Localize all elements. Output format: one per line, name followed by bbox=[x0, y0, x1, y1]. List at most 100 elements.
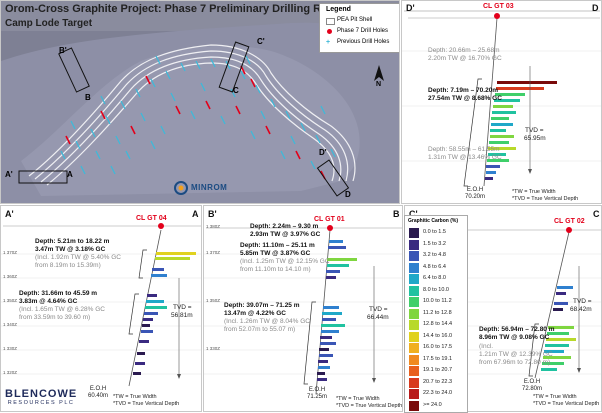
section-c-note-0: *TW = True Width bbox=[533, 394, 577, 400]
pea-pit-shell bbox=[28, 44, 356, 186]
section-d-eoh-0: E.O.H bbox=[466, 187, 484, 193]
section-a-hole: CL GT 04 bbox=[136, 215, 167, 222]
section-c-end: C bbox=[593, 209, 600, 219]
section-d-note-1: *TVD = True Vertical Depth bbox=[512, 195, 579, 202]
section-c-ann-4: from 67.96m to 72.80 m) bbox=[479, 359, 551, 366]
section-c-tvd-1: 68.42m bbox=[570, 306, 592, 313]
gc-swatch bbox=[409, 389, 419, 399]
gc-swatch bbox=[409, 308, 419, 319]
marker-b-prime: B' bbox=[59, 46, 67, 55]
cyan-cross-icon: + bbox=[326, 39, 331, 46]
section-a-start: A' bbox=[5, 209, 14, 219]
gc-legend-label: 17.5 to 19.1 bbox=[423, 355, 453, 362]
section-a-chart bbox=[1, 223, 201, 387]
section-a-note-0: *TW = True Width bbox=[113, 394, 157, 400]
section-lines bbox=[18, 41, 350, 197]
section-d-hole: CL GT 03 bbox=[483, 3, 514, 10]
gc-swatch bbox=[409, 239, 419, 250]
section-c-note-1: *TVD = True Vertical Depth bbox=[533, 400, 600, 407]
tick-a-4: 1 340Z bbox=[3, 322, 18, 327]
interval-bars-b bbox=[317, 240, 357, 381]
gc-legend-label: 4.8 to 6.4 bbox=[423, 263, 446, 270]
minrom-logo-mark bbox=[174, 181, 188, 195]
section-d-ann-3: 27.54m TW @ 8.68% GC bbox=[428, 95, 502, 102]
section-c-ann-0: Depth: 56.94m – 72.80 m bbox=[479, 326, 555, 333]
interval-bracket-d bbox=[463, 78, 482, 187]
previous-drill-holes bbox=[60, 55, 336, 175]
section-c-eoh-1: 72.80m bbox=[521, 385, 542, 392]
gc-swatch bbox=[409, 251, 419, 261]
section-d-eoh: E.O.H 70.20m bbox=[460, 187, 490, 201]
gc-legend: Graphitic Carbon (%) 0.0 to 1.5 1.5 to 3.… bbox=[404, 215, 468, 413]
section-b-ann-1: 2.93m TW @ 3.97% GC bbox=[250, 231, 321, 238]
gc-swatch bbox=[409, 377, 419, 388]
section-c-eoh: E.O.H 72.80m bbox=[517, 379, 547, 393]
gc-swatch bbox=[409, 274, 419, 284]
gc-legend-label: 6.4 to 8.0 bbox=[423, 275, 446, 281]
section-b-ann-4: (Incl. 1.25m TW @ 12.15% GC bbox=[240, 258, 330, 265]
section-b-ann-7: 13.47m @ 4.22% GC bbox=[224, 310, 286, 317]
interval-bars-d bbox=[485, 81, 557, 180]
marker-c-prime: C' bbox=[257, 37, 265, 46]
legend-label-previous: Previous Drill Holes bbox=[337, 39, 390, 45]
section-d-ann-1: 2.20m TW @ 16.70% GC bbox=[428, 55, 502, 62]
section-a-eoh: E.O.H 60.40m bbox=[83, 386, 113, 400]
section-c-notes: *TW = True Width *TVD = True Vertical De… bbox=[533, 394, 599, 408]
section-d-tvd-0: TVD = bbox=[525, 127, 544, 134]
map-title: Orom-Cross Graphite Project: Phase 7 Pre… bbox=[5, 3, 353, 15]
section-a-ann-5: 3.83m @ 4.64% GC bbox=[19, 298, 78, 305]
section-b-ann-0: Depth: 2.24m – 9.30 m bbox=[250, 223, 319, 230]
interval-bars-c bbox=[541, 286, 576, 371]
interval-bars-a bbox=[133, 252, 196, 375]
section-a-tvd-1: 56.81m bbox=[171, 312, 193, 319]
section-a-eoh-1: 60.40m bbox=[87, 392, 108, 399]
north-arrow bbox=[374, 65, 384, 81]
gc-legend-label: >= 24.0 bbox=[423, 401, 442, 408]
section-a-panel: A' A CL GT 04 1 370Z 1 360Z 1 350Z 1 340… bbox=[0, 205, 202, 412]
marker-d-prime: D' bbox=[319, 148, 327, 157]
minrom-logo-text: MINROM bbox=[191, 183, 228, 192]
section-b-note-1: *TVD = True Vertical Depth bbox=[336, 402, 403, 409]
gc-swatch bbox=[409, 320, 419, 330]
gc-swatch bbox=[409, 343, 419, 353]
section-d-tvd-1: 65.95m bbox=[524, 135, 546, 142]
tick-b-1: 1 380Z bbox=[206, 224, 221, 229]
section-b-ann-2: Depth: 11.10m – 25.11 m bbox=[240, 242, 315, 249]
section-b-tvd-1: 66.44m bbox=[367, 314, 389, 321]
gc-swatch bbox=[409, 366, 419, 376]
gc-legend-label: 0.0 to 1.5 bbox=[423, 229, 446, 235]
section-b-ann-8: (Incl. 1.26m TW @ 8.04% GC bbox=[224, 318, 310, 325]
tick-b-4: 1 330Z bbox=[206, 346, 221, 351]
section-a-notes: *TW = True Width *TVD = True Vertical De… bbox=[113, 394, 179, 408]
section-b-ann-3: 5.85m TW @ 3.87% GC bbox=[240, 250, 311, 257]
section-b-ann-6: Depth: 39.07m – 71.25 m bbox=[224, 302, 300, 309]
gc-legend-label: 19.1 to 20.7 bbox=[423, 367, 453, 373]
company-logo: BLENCOWE RESOURCES PLC bbox=[5, 388, 77, 406]
tick-a-5: 1 330Z bbox=[3, 346, 18, 351]
gc-swatch bbox=[409, 228, 419, 238]
section-d-ann-4: Depth: 58.55m – 61.55m bbox=[428, 146, 500, 153]
company-sub: RESOURCES PLC bbox=[7, 400, 75, 406]
section-b-chart bbox=[204, 225, 402, 395]
gc-legend-label: 14.4 to 16.0 bbox=[423, 332, 453, 339]
section-a-tvd-0: TVD = bbox=[173, 304, 192, 311]
red-dot-icon bbox=[327, 29, 332, 34]
gc-legend-label: 11.2 to 12.8 bbox=[423, 309, 452, 316]
section-b-start: B' bbox=[208, 209, 217, 219]
section-a-ann-7: from 33.59m to 39.60 m) bbox=[19, 314, 91, 321]
section-b-hole: CL GT 01 bbox=[314, 216, 345, 223]
section-b-eoh: E.O.H 71.25m bbox=[302, 387, 332, 401]
section-b-eoh-1: 71.25m bbox=[306, 393, 327, 400]
gc-swatch bbox=[409, 400, 419, 411]
section-d-start: D' bbox=[406, 3, 415, 13]
gc-legend-label: 1.5 to 3.2 bbox=[423, 240, 446, 247]
section-b-ann-5: from 11.10m to 14.10 m) bbox=[240, 266, 311, 273]
section-b-tvd-0: TVD = bbox=[369, 306, 388, 313]
tick-a-1: 1 370Z bbox=[3, 250, 18, 255]
map-panel: Orom-Cross Graphite Project: Phase 7 Pre… bbox=[0, 0, 400, 204]
section-d-note-0: *TW = True Width bbox=[512, 189, 556, 195]
section-a-ann-6: (Incl. 1.65m TW @ 6.28% GC bbox=[19, 306, 105, 313]
tick-a-2: 1 360Z bbox=[3, 274, 18, 279]
section-c-hole: CL GT 02 bbox=[554, 218, 585, 225]
section-d-notes: *TW = True Width *TVD = True Vertical De… bbox=[512, 189, 578, 203]
